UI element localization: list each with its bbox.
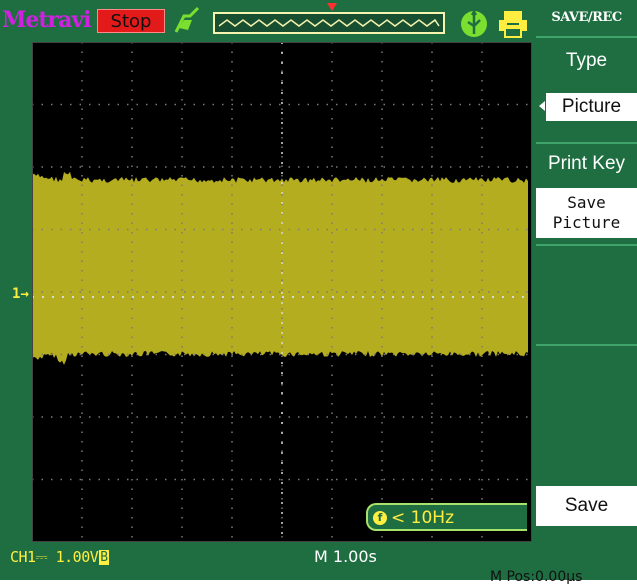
menu-type-label: Type: [565, 50, 608, 71]
trigger-icon: [174, 6, 200, 33]
menu-blank-slot-4: [536, 244, 637, 344]
trigger-position-marker: [327, 3, 337, 11]
channel-1-status: CH1⎓ 1.00V B: [10, 546, 109, 568]
menu-title: SAVE/REC: [551, 10, 622, 25]
bandwidth-limit-badge: B: [99, 550, 109, 565]
screen-border: [32, 42, 532, 542]
frequency-value: < 10Hz: [391, 508, 454, 528]
frequency-icon: f: [373, 511, 387, 525]
frequency-readout: f < 10Hz: [366, 503, 527, 531]
save-picture-line1: Save: [567, 193, 606, 212]
menu-type-arrow-icon: [539, 101, 545, 111]
channel-1-marker: 1→: [12, 286, 29, 302]
coupling-symbol: ⎓: [35, 548, 48, 566]
side-menu: SAVE/REC Type Picture Print Key Save Pic…: [536, 0, 637, 580]
menu-type-button[interactable]: Type: [536, 36, 637, 142]
menu-print-key-label: Print Key: [547, 153, 626, 174]
menu-type-value[interactable]: Picture: [546, 93, 637, 121]
usb-icon: [461, 9, 487, 37]
waveform-screen: [32, 42, 532, 542]
status-bar: Metravi Stop: [0, 0, 536, 42]
graticule: [32, 42, 532, 542]
printer-icon: [499, 11, 527, 38]
memory-waveform: [218, 18, 440, 27]
channel-1-trace: [32, 171, 528, 365]
channel-1-marker-label: 1: [12, 286, 21, 302]
menu-print-key-button[interactable]: Print Key: [536, 142, 637, 186]
volts-per-div: 1.00V: [55, 548, 99, 566]
menu-blank-slot-5: [536, 344, 637, 444]
brand-logo: Metravi: [2, 7, 91, 33]
save-button[interactable]: Save: [536, 486, 637, 526]
channel-1-name: CH1: [10, 548, 36, 566]
save-picture-line2: Picture: [552, 213, 621, 232]
timebase-readout: M 1.00s: [314, 547, 377, 566]
save-picture-button[interactable]: Save Picture: [536, 188, 637, 238]
memory-position-bar: [213, 12, 445, 34]
run-stop-badge[interactable]: Stop: [97, 9, 165, 33]
horizontal-position-readout: M Pos:0.00µs: [490, 569, 583, 585]
